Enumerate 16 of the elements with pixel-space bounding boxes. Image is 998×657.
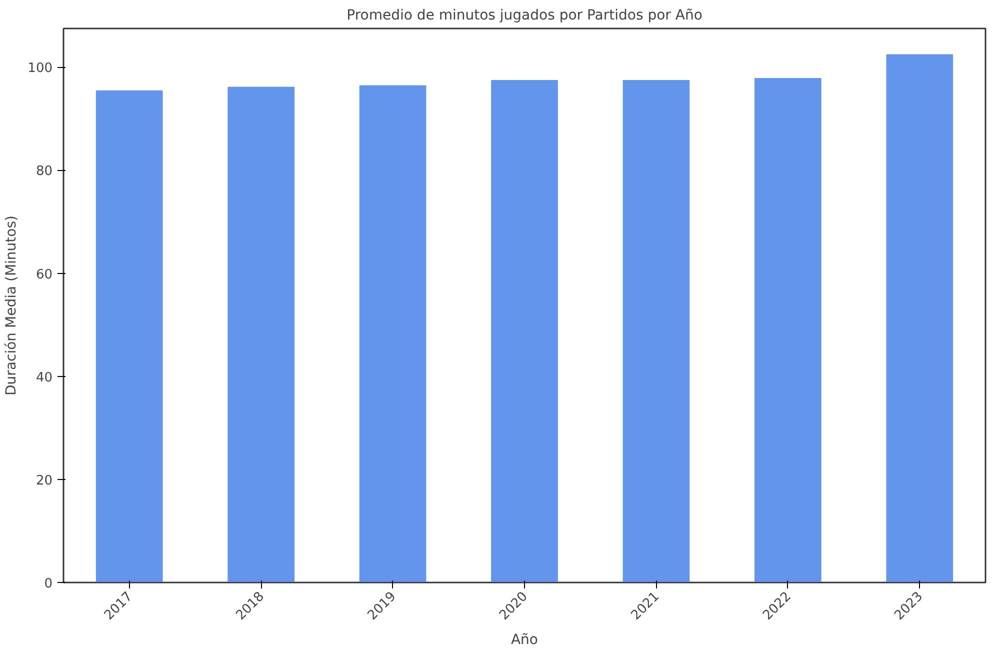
y-tick-label: 0 (44, 576, 53, 592)
y-tick-label: 100 (28, 61, 53, 76)
bar (754, 78, 822, 582)
x-axis-title: Año (510, 632, 538, 648)
bar (228, 86, 294, 582)
bar (491, 80, 558, 582)
bar (359, 85, 426, 582)
y-axis-title: Duración Media (Minutos) (4, 216, 20, 396)
chart-title: Promedio de minutos jugados por Partidos por Año (346, 8, 702, 24)
y-tick-label: 40 (36, 370, 53, 386)
y-tick-label: 80 (36, 164, 53, 180)
bar (96, 90, 163, 582)
bar (886, 54, 954, 582)
y-tick-label: 20 (36, 473, 53, 488)
y-tick-label: 60 (36, 267, 53, 282)
bar (622, 80, 690, 582)
